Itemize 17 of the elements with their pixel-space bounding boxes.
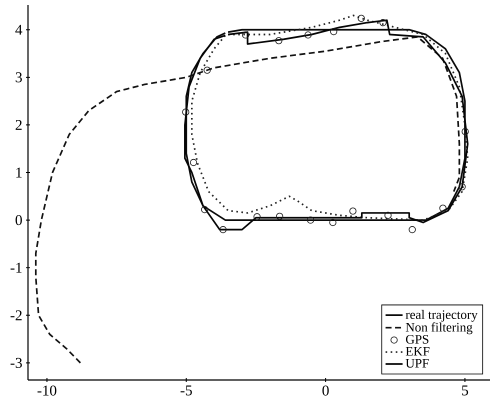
y-tick-label: 1 [16,168,22,178]
x-tick-label: 5 [462,386,468,396]
legend-label: real trajectory [406,310,478,322]
y-tick-label: 0 [16,215,22,226]
x-tick-label: 0 [322,386,329,396]
legend-label: GPS [406,334,428,344]
y-tick-label: 4 [15,24,22,35]
y-tick-label: 2 [16,120,22,130]
y-tick-label: 3 [16,72,22,82]
legend-label: Non filtering [406,322,472,334]
y-tick-label: -1 [10,262,22,273]
legend-label: UPF [406,359,429,368]
y-tick-label: -2 [10,310,22,320]
x-tick-label: -5 [180,386,192,396]
legend-label: EKF [406,347,430,356]
y-tick-label: -3 [10,358,22,368]
x-tick-label: -10 [38,386,56,396]
